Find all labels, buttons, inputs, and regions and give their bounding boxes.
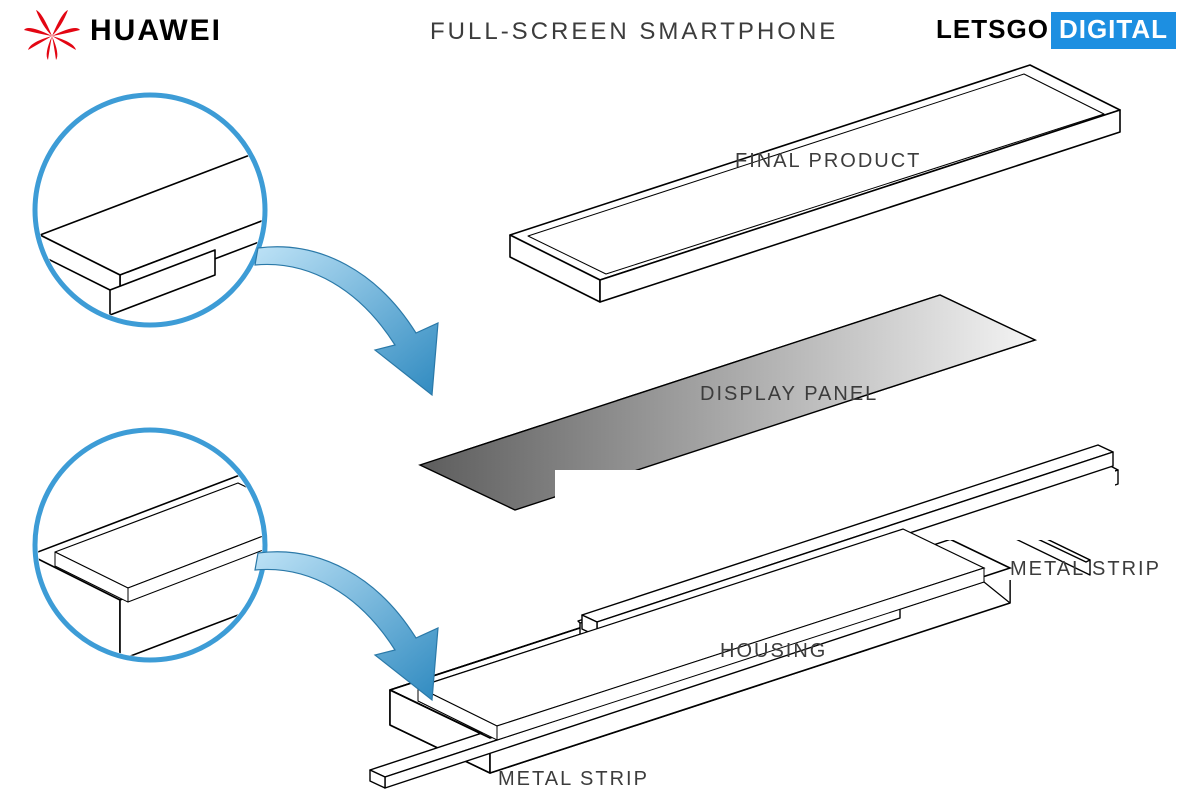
arrow-top [255,247,438,395]
label-metal-strip-front: METAL STRIP [498,768,649,791]
label-final-product: FINAL PRODUCT [735,150,921,173]
label-display-panel: DISPLAY PANEL [700,383,878,406]
detail-circle-top [35,95,330,325]
diagram-stage: HUAWEI FULL-SCREEN SMARTPHONE LETSGODIGI… [0,0,1200,800]
exploded-view [0,0,1200,800]
label-housing: HOUSING [720,640,827,663]
layer-final-product [510,65,1120,302]
label-metal-strip-rear: METAL STRIP [1010,558,1161,581]
detail-circle-bottom [30,430,330,660]
